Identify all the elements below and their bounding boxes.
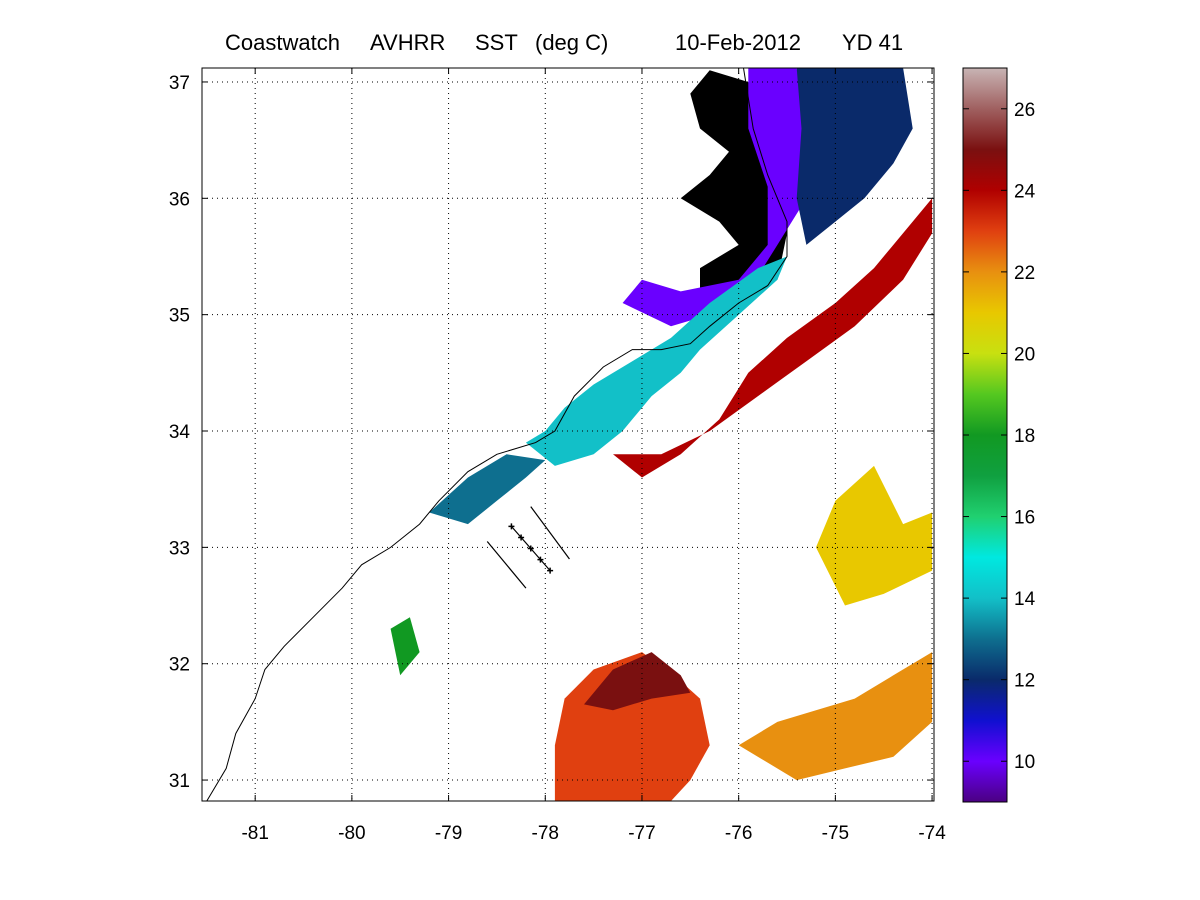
sst-region-south-warm-core-north-edge [584,652,691,711]
colorbar: 10 12 14 16 18 20 22 24 26 [962,67,1036,803]
sst-region-shelf-north [796,68,913,245]
station-marker [518,534,525,541]
title-product: Coastwatch [225,30,340,55]
colorbar-tick-label: 24 [1014,181,1036,202]
sst-region-southeast-patch [738,652,933,781]
sst-field [390,68,933,801]
coastline [206,68,788,801]
title-yearday: YD 41 [842,30,903,55]
title-variable: SST [475,30,518,55]
colorbar-tick-label: 26 [1014,100,1035,121]
y-tick-label: 33 [169,538,190,559]
chart-title: Coastwatch AVHRR SST (deg C) 10-Feb-2012… [225,30,903,55]
transect-line [486,541,527,589]
x-tick-label: -76 [725,823,752,844]
sst-region-east-patch [816,465,933,606]
station-marker [527,545,534,552]
title-sensor: AVHRR [370,30,445,55]
colorbar-tick-label: 20 [1014,344,1035,365]
station-marker [537,556,544,563]
colorbar-ticks: 10 12 14 16 18 20 22 24 26 [963,100,1036,773]
colorbar-scale [962,67,1008,803]
y-tick-label: 31 [169,771,190,792]
colorbar-tick-label: 14 [1014,589,1036,610]
x-tick-label: -77 [628,823,655,844]
title-units: (deg C) [535,30,608,55]
station-marker [508,523,515,530]
sst-region-nc-coastal-band [622,68,807,327]
x-tick-label: -80 [338,823,365,844]
y-tick-label: 32 [169,655,190,676]
sst-region-isolated-green [390,617,420,676]
plot-frame [201,67,935,802]
colorbar-tick-label: 22 [1014,263,1035,284]
colorbar-tick-label: 12 [1014,671,1035,692]
y-tick-label: 36 [169,189,190,210]
x-tick-label: -79 [435,823,462,844]
x-tick-label: -75 [822,823,849,844]
coastline-line [206,68,788,801]
station-marker [547,567,554,574]
map-grid [202,68,934,801]
colorbar-tick-label: 10 [1014,752,1035,773]
sst-region-inner-shelf-se [429,454,546,525]
title-date: 10-Feb-2012 [675,30,801,55]
latitude-axis: 31 32 33 34 35 36 37 [169,73,934,792]
sst-region-onslow-bay-shelf [525,256,787,466]
longitude-axis: -81 -80 -79 -78 -77 -76 -75 -74 [241,68,946,844]
y-tick-label: 35 [169,306,190,327]
sst-region-pamlico-sound [680,70,787,303]
y-tick-label: 34 [169,422,191,443]
x-tick-label: -81 [241,823,268,844]
transect-line [530,506,570,560]
transects [486,506,570,589]
x-tick-label: -78 [532,823,559,844]
colorbar-tick-label: 16 [1014,508,1035,529]
x-tick-label: -74 [918,823,946,844]
colorbar-tick-label: 18 [1014,426,1035,447]
y-tick-label: 37 [169,73,190,94]
